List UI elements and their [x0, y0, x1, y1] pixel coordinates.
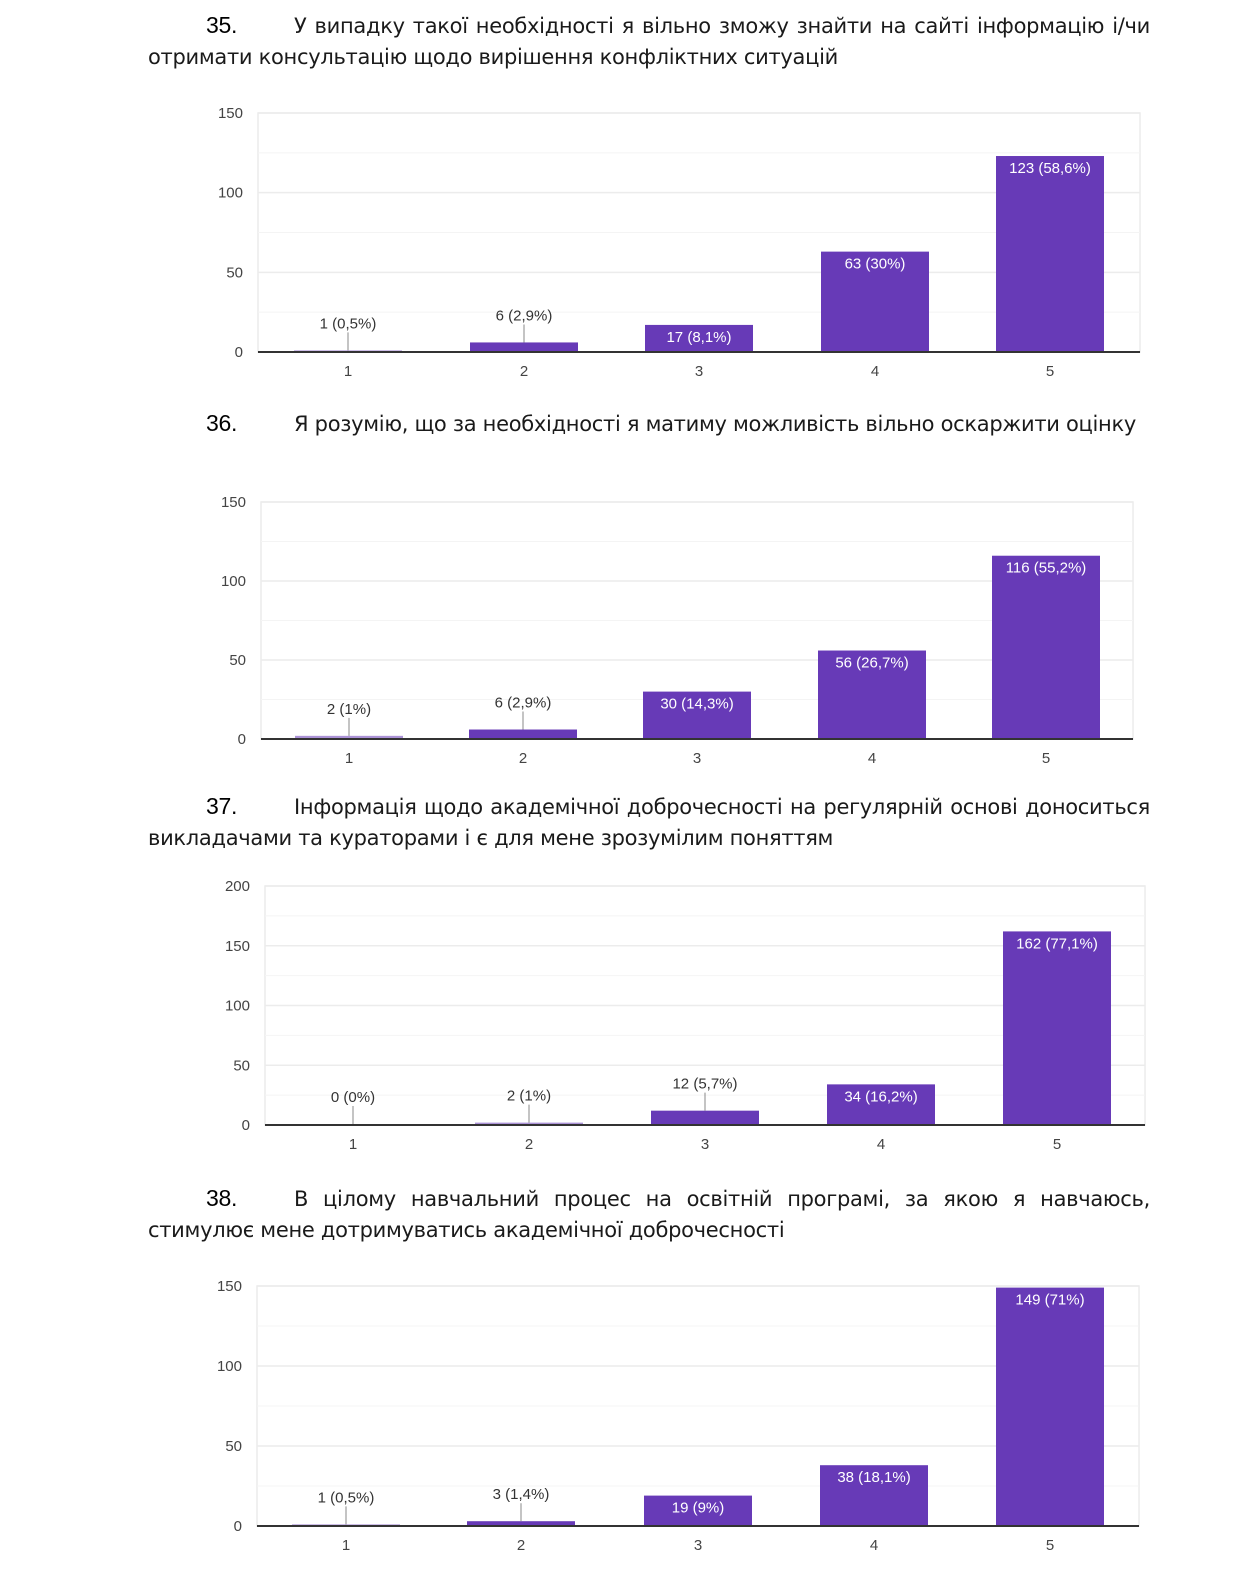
question-number: 38. [206, 1185, 238, 1211]
y-tick-label: 100 [221, 573, 246, 590]
data-label: 34 (16,2%) [844, 1088, 917, 1105]
y-tick-label: 0 [235, 344, 243, 361]
x-tick-label: 2 [519, 750, 527, 767]
question-35: 35. У випадку такої необхідності я вільно… [148, 10, 1150, 73]
bar [645, 324, 753, 352]
x-tick-label: 1 [345, 750, 353, 767]
x-tick-label: 5 [1046, 363, 1054, 380]
bar [820, 1465, 928, 1526]
x-tick-label: 1 [349, 1136, 357, 1153]
data-label: 1 (0,5%) [318, 1489, 375, 1506]
y-tick-label: 150 [225, 938, 250, 955]
question-37: 37. Інформація щодо академічної доброчесн… [148, 791, 1150, 854]
y-tick-label: 100 [218, 185, 243, 202]
x-tick-label: 4 [877, 1136, 885, 1153]
x-tick-label: 3 [694, 1537, 702, 1554]
data-label: 116 (55,2%) [1006, 560, 1087, 577]
bar [818, 650, 926, 739]
question-text: В цілому навчальний процес на освітній п… [148, 1187, 1150, 1242]
bar [475, 1122, 583, 1125]
bar-chart-36: 0 50 100 150 2 (1%) 1 6 (2,9%) 2 30 (14,3%) 3 56 (… [221, 494, 1134, 767]
y-tick-label: 50 [226, 264, 243, 281]
bar [1003, 931, 1111, 1125]
x-tick-label: 2 [517, 1537, 525, 1554]
bar [992, 555, 1100, 739]
x-tick-label: 4 [868, 750, 876, 767]
data-label: 123 (58,6%) [1009, 160, 1091, 177]
x-tick-label: 1 [344, 363, 352, 380]
question-text: Інформація щодо академічної доброчесност… [148, 795, 1150, 850]
bar [827, 1084, 935, 1125]
y-tick-label: 100 [217, 1358, 242, 1375]
data-label: 162 (77,1%) [1016, 935, 1098, 952]
bar-chart-37: 0 50 100 150 200 0 (0%) 1 2 (1%) 2 12 (5,7%) 3 34 (… [225, 878, 1146, 1153]
data-label: 0 (0%) [331, 1089, 375, 1106]
x-tick-label: 3 [701, 1136, 709, 1153]
x-tick-label: 5 [1053, 1136, 1061, 1153]
x-tick-label: 1 [342, 1537, 350, 1554]
bar [651, 1110, 759, 1125]
data-label: 12 (5,7%) [672, 1076, 737, 1093]
y-tick-label: 0 [234, 1518, 242, 1535]
bar [470, 342, 578, 352]
data-label: 30 (14,3%) [660, 696, 733, 713]
bar [821, 251, 929, 352]
x-tick-label: 2 [520, 363, 528, 380]
y-tick-label: 200 [225, 878, 250, 895]
data-label: 6 (2,9%) [496, 307, 553, 324]
bar [643, 691, 751, 739]
question-36: 36. Я розумію, що за необхідності я матим… [148, 408, 1150, 440]
question-38: 38. В цілому навчальний процес на освітні… [148, 1183, 1150, 1246]
x-tick-label: 3 [695, 363, 703, 380]
y-tick-label: 50 [225, 1438, 242, 1455]
bar [996, 1287, 1104, 1526]
question-text: Я розумію, що за необхідності я матиму м… [294, 412, 1137, 436]
data-label: 149 (71%) [1015, 1292, 1084, 1309]
x-tick-label: 5 [1042, 750, 1050, 767]
y-tick-label: 150 [218, 105, 243, 122]
question-number: 35. [206, 12, 238, 38]
x-tick-label: 2 [525, 1136, 533, 1153]
x-tick-label: 3 [693, 750, 701, 767]
data-label: 38 (18,1%) [837, 1469, 910, 1486]
question-number: 37. [206, 793, 238, 819]
data-label: 56 (26,7%) [835, 655, 908, 672]
y-tick-label: 100 [225, 998, 250, 1015]
data-label: 6 (2,9%) [495, 695, 552, 712]
question-number: 36. [206, 410, 238, 436]
y-tick-label: 50 [233, 1057, 250, 1074]
bar [469, 729, 577, 739]
bar [295, 735, 403, 739]
data-label: 63 (30%) [845, 256, 906, 273]
bar [996, 156, 1104, 352]
x-tick-label: 4 [871, 363, 879, 380]
x-tick-label: 4 [870, 1537, 878, 1554]
data-label: 3 (1,4%) [493, 1486, 550, 1503]
bar [467, 1521, 575, 1526]
data-label: 2 (1%) [327, 701, 371, 718]
data-label: 19 (9%) [672, 1500, 725, 1517]
data-label: 17 (8,1%) [666, 329, 731, 346]
y-tick-label: 150 [217, 1278, 242, 1295]
question-text: У випадку такої необхідності я вільно зм… [148, 14, 1150, 69]
bar-chart-35: 0 50 100 150 1 (0,5%) 1 6 (2,9%) 2 17 (8,1%) 3 63 … [218, 105, 1141, 380]
x-tick-label: 5 [1046, 1537, 1054, 1554]
data-label: 2 (1%) [507, 1088, 551, 1105]
y-tick-label: 0 [242, 1117, 250, 1134]
y-tick-label: 0 [238, 731, 246, 748]
bar [644, 1495, 752, 1526]
data-label: 1 (0,5%) [320, 315, 377, 332]
y-tick-label: 150 [221, 494, 246, 511]
y-tick-label: 50 [229, 652, 246, 669]
